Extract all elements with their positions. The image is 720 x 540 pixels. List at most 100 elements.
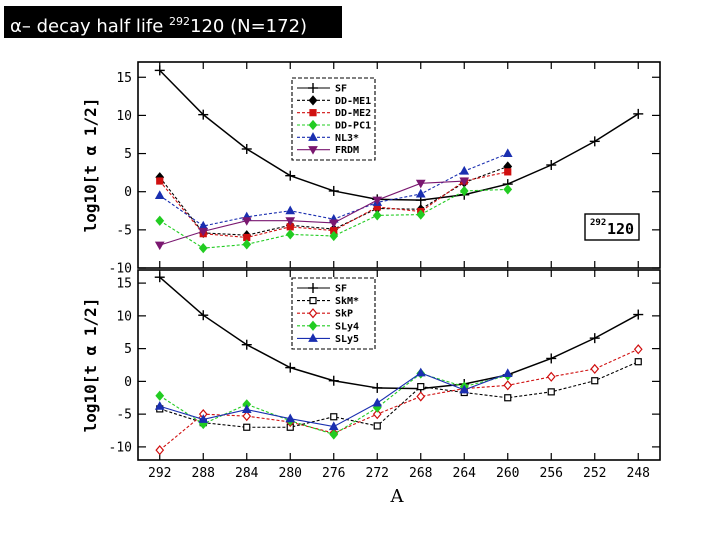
diamond-marker (308, 95, 318, 106)
panel-bottom: -10 -5 0 5 10 15 292 288 284 280 276 272 268 264 260 25… (81, 269, 661, 507)
legend-label: SF (335, 284, 347, 295)
legend-label: SLy4 (335, 321, 359, 332)
square-marker (373, 422, 381, 430)
triangle-marker (241, 404, 252, 414)
diamond-marker (416, 209, 426, 220)
title-prefix: α– decay half life (10, 16, 170, 37)
triangle-down-marker (459, 177, 470, 187)
square-marker (504, 394, 512, 402)
triangle-marker (372, 397, 383, 407)
x-tick-label: 256 (540, 466, 563, 481)
diamond-marker (242, 410, 252, 422)
square-marker (634, 358, 642, 366)
diamond-marker (329, 230, 339, 242)
triangle-marker (308, 333, 318, 342)
triangle-down-marker (415, 179, 426, 189)
diamond-marker (590, 363, 600, 375)
diamond-marker (503, 184, 513, 195)
diamond-marker (308, 320, 318, 331)
y-tick-label: 5 (124, 342, 132, 357)
square-marker (156, 177, 164, 185)
x-tick-label: 284 (235, 466, 259, 481)
triangle-marker (502, 148, 513, 158)
square-marker (417, 383, 425, 391)
diamond-marker (155, 390, 165, 401)
series-frdm (154, 177, 470, 251)
page-title: α– decay half life 292120 (N=172) (4, 6, 342, 38)
x-tick-label: 276 (322, 466, 345, 481)
series-line (159, 188, 508, 249)
square-marker (309, 297, 317, 305)
legend-box (291, 277, 376, 350)
legend-label: SkP (335, 309, 353, 320)
y-tick-label: -10 (109, 262, 132, 277)
triangle-marker (328, 421, 339, 431)
y-axis-label: log10[t α 1/2] (81, 298, 100, 433)
x-axis-label: A (390, 486, 405, 507)
annotation-element: 120 (607, 220, 634, 238)
y-axis-label: log10[t α 1/2] (81, 98, 100, 233)
series-line (159, 69, 639, 201)
diamond-marker (285, 229, 295, 240)
series-line (159, 180, 465, 246)
triangle-marker (285, 205, 296, 215)
series-line (159, 348, 639, 451)
diamond-marker (459, 185, 469, 197)
triangle-marker (154, 401, 165, 410)
y-tick-label: 5 (124, 147, 132, 162)
series-dd-pc1 (155, 184, 513, 254)
square-marker (243, 423, 251, 431)
triangle-marker (415, 367, 426, 377)
y-tick-label: -10 (109, 440, 132, 455)
diamond-marker (308, 308, 318, 319)
triangle-down-marker (328, 219, 339, 228)
series-sf (154, 272, 644, 394)
legend-label: SLy5 (335, 334, 359, 345)
legend-label: SkM* (335, 296, 359, 307)
diamond-marker (416, 391, 426, 402)
triangle-down-marker (154, 241, 165, 251)
y-tick-label: 15 (116, 71, 132, 86)
x-tick-label: 288 (192, 466, 215, 481)
diamond-marker (372, 409, 382, 420)
triangle-marker (502, 368, 513, 378)
triangle-down-marker (241, 217, 252, 226)
square-marker (504, 168, 512, 176)
triangle-marker (415, 188, 426, 198)
x-tick-label: 280 (279, 466, 302, 481)
triangle-marker (285, 413, 296, 423)
triangle-marker (154, 190, 165, 200)
series-line (159, 276, 639, 390)
y-tick-label: -5 (116, 408, 132, 423)
diamond-marker (242, 239, 252, 250)
triangle-marker (198, 414, 209, 423)
diamond-marker (155, 215, 165, 226)
x-tick-label: 248 (627, 466, 650, 481)
triangle-marker (459, 165, 470, 175)
diamond-marker (503, 380, 513, 391)
x-tick-label: 260 (496, 466, 519, 481)
legend-label: FRDM (335, 145, 359, 156)
x-tick-label: 272 (366, 466, 389, 481)
x-tick-label: 264 (453, 466, 477, 481)
legend-label: SF (335, 84, 347, 95)
diamond-marker (329, 429, 339, 440)
x-tick-label: 268 (409, 466, 432, 481)
diamond-marker (546, 371, 556, 382)
y-tick-label: -5 (116, 223, 132, 238)
title-rest: 120 (N=172) (190, 16, 308, 37)
diamond-marker (308, 119, 318, 131)
x-tick-label: 252 (583, 466, 606, 481)
diamond-marker (633, 344, 643, 355)
annotation-mass: 292 (590, 218, 606, 228)
square-marker (547, 388, 555, 396)
series-skm- (156, 358, 642, 431)
legend-label: DD-ME2 (335, 108, 371, 119)
square-marker (330, 413, 338, 421)
y-tick-label: 10 (116, 309, 132, 324)
plot-frame (137, 269, 661, 461)
legend-label: NL3* (335, 133, 359, 144)
